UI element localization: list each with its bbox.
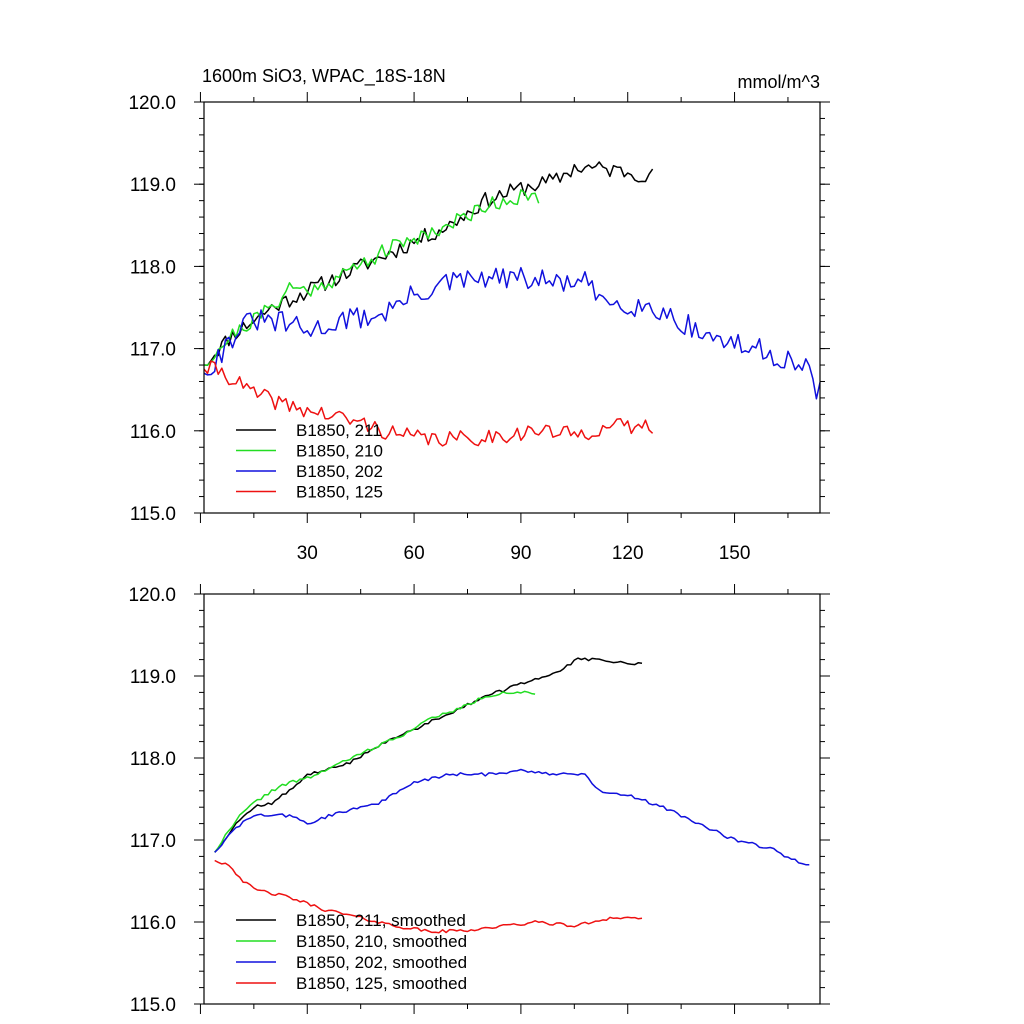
y-tick-label: 115.0 bbox=[130, 995, 176, 1016]
y-tick-label: 119.0 bbox=[130, 175, 176, 196]
legend-label: B1850, 210 bbox=[296, 442, 383, 461]
series-line-b1850-125 bbox=[203, 360, 654, 447]
legend-label: B1850, 202, smoothed bbox=[296, 953, 467, 972]
top-panel: 115.0 116.0 117.0 118.0 119.0 120.0 30 60 90 120 1… bbox=[128, 92, 830, 564]
series-line-b1850-211 bbox=[203, 161, 654, 366]
series-line-b1850-211-smoothed bbox=[214, 657, 643, 853]
legend-label: B1850, 211 bbox=[296, 421, 382, 440]
y-tick-label: 116.0 bbox=[130, 422, 176, 443]
legend-label: B1850, 125 bbox=[296, 483, 383, 502]
y-tick-label: 117.0 bbox=[130, 831, 176, 852]
legend-label: B1850, 211, smoothed bbox=[296, 911, 466, 930]
series-line-b1850-202-smoothed bbox=[214, 768, 810, 866]
series-line-b1850-210-smoothed bbox=[214, 690, 536, 853]
series-line-b1850-202 bbox=[203, 266, 821, 400]
legend-label: B1850, 210, smoothed bbox=[296, 932, 467, 951]
legend-label: B1850, 125, smoothed bbox=[296, 974, 467, 993]
x-tick-label: 90 bbox=[510, 543, 531, 564]
x-tick-label: 150 bbox=[719, 543, 751, 564]
y-tick-label: 116.0 bbox=[130, 913, 176, 934]
legend-label: B1850, 202 bbox=[296, 462, 383, 481]
x-tick-label: 30 bbox=[297, 543, 318, 564]
y-tick-label: 120.0 bbox=[128, 585, 176, 606]
plot-frame bbox=[203, 593, 821, 1005]
y-tick-label: 118.0 bbox=[130, 749, 176, 770]
y-tick-label: 119.0 bbox=[130, 667, 176, 688]
series-line-b1850-125-smoothed bbox=[214, 859, 643, 934]
plot-frame bbox=[203, 101, 821, 514]
y-tick-label: 117.0 bbox=[130, 340, 176, 361]
y-tick-label: 115.0 bbox=[130, 504, 176, 525]
y-tick-label: 120.0 bbox=[128, 93, 176, 114]
bottom-panel: 115.0 116.0 117.0 118.0 119.0 120.0 B1850, 211… bbox=[128, 584, 830, 1016]
x-tick-label: 120 bbox=[612, 543, 644, 564]
units-label: mmol/m^3 bbox=[738, 72, 820, 92]
x-tick-label: 60 bbox=[404, 543, 425, 564]
y-tick-label: 118.0 bbox=[130, 257, 176, 278]
figure-title: 1600m SiO3, WPAC_18S-18N bbox=[202, 66, 446, 87]
